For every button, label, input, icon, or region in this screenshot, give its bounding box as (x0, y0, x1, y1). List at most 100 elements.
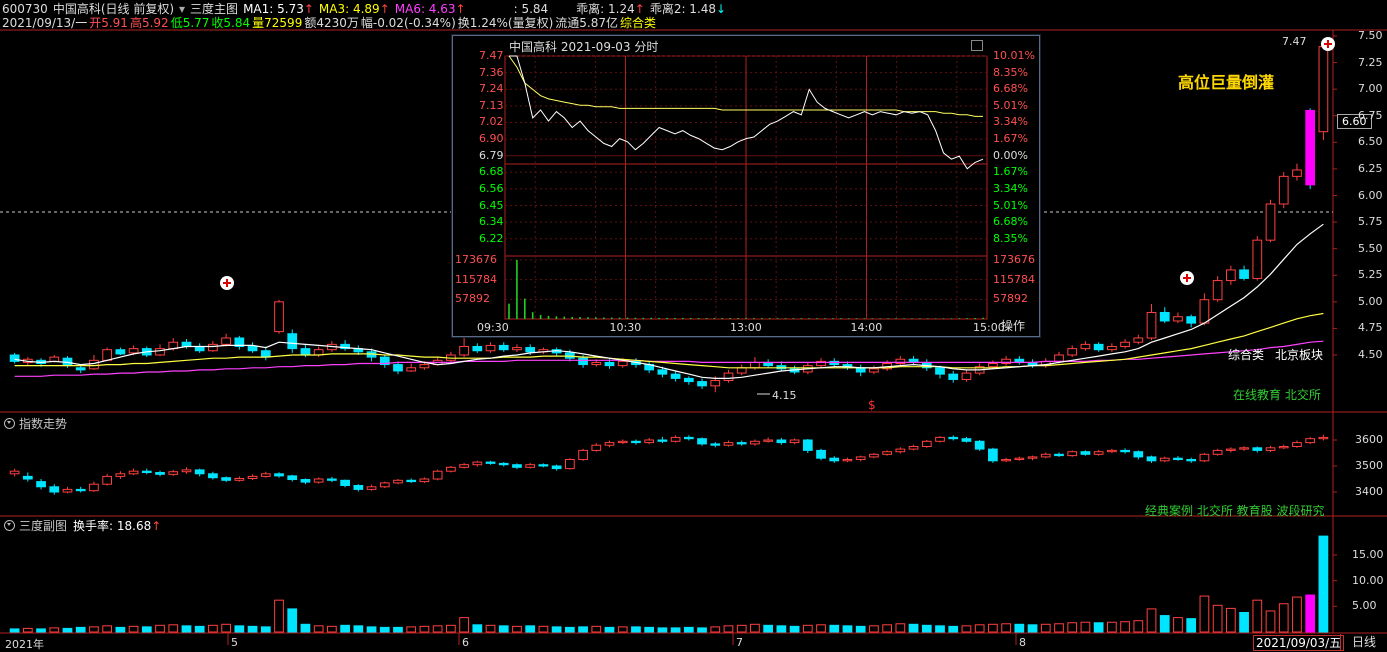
candle-body (895, 358, 906, 365)
turnover-bar (657, 627, 668, 633)
index-candle-body (591, 444, 602, 451)
index-candle-body (551, 465, 562, 470)
turnover-bar (194, 625, 205, 633)
ma3-arrow-icon: ↑ (379, 2, 390, 16)
turnover-bar (1199, 595, 1210, 633)
index-candle-body (1186, 459, 1197, 462)
header-line-1: 600730 中国高科(日线 前复权) ▾ 三度主图 MA1: 5.73↑ MA3: 4.… (2, 2, 731, 16)
main-y-label: 6.50 (1358, 135, 1383, 149)
turnover-bar (670, 627, 681, 633)
index-panel-title[interactable]: 指数走势 (4, 415, 67, 432)
popup-volume-label: 57892 (455, 292, 490, 306)
panel-menu-icon[interactable] (4, 520, 15, 531)
buy-marker-icon[interactable] (1321, 37, 1335, 51)
intraday-popup[interactable]: 中国高科 2021-09-03 分时 7.47 10.01% 7.36 8.35% 7.… (452, 35, 1040, 337)
candle-body (1225, 269, 1236, 282)
popup-price-label: 6.90 (479, 132, 504, 146)
index-candle-body (485, 461, 496, 464)
candle-body (287, 333, 298, 350)
index-candle-body (1159, 457, 1170, 462)
main-y-label: 6.75 (1358, 108, 1383, 122)
index-candle-body (1001, 459, 1011, 462)
turnover-bar (1239, 611, 1249, 633)
turnover-bar (260, 626, 271, 633)
popup-price-label: 7.47 (479, 49, 504, 62)
candle-body (274, 301, 284, 333)
index-candle-body (340, 479, 350, 486)
popup-restore-icon[interactable] (971, 40, 983, 51)
turnover-bar (1186, 618, 1197, 633)
index-candle-body (393, 479, 403, 484)
quote-volume: 量72599 (252, 16, 303, 30)
candle-body (9, 354, 20, 362)
turnover-bar (36, 628, 46, 633)
turnover-bar (1027, 624, 1038, 633)
popup-action-button[interactable]: 操作 (1000, 319, 1025, 333)
main-panel-tags: 在线教育 北交所 (1233, 388, 1321, 402)
turnover-bar (498, 625, 509, 633)
popup-price-label: 7.24 (479, 82, 504, 96)
turnover-bar (723, 625, 734, 633)
turnover-bar (736, 624, 747, 633)
index-candle-body (1212, 449, 1223, 455)
candle-body (816, 360, 826, 367)
index-candle-body (723, 442, 734, 446)
ma6-label: MA6: 4.63 (394, 2, 456, 16)
candle-body (683, 377, 694, 383)
quote-low: 低5.77 (170, 16, 210, 30)
index-candle-body (115, 473, 126, 477)
index-panel-title-text: 指数走势 (19, 417, 68, 431)
candle-body (617, 360, 628, 367)
period-tab-daily[interactable]: 日线 (1340, 634, 1387, 650)
chart-dropdown-icon[interactable]: ▾ (179, 2, 186, 16)
turnover-bar (1173, 617, 1183, 633)
index-candle-body (512, 464, 522, 468)
buy-marker-icon[interactable] (220, 276, 234, 290)
index-candle-body (789, 439, 800, 444)
turnover-bar (948, 625, 959, 633)
candle-body (670, 373, 681, 379)
candle-body (472, 345, 483, 352)
turnover-bar (538, 625, 549, 633)
quote-category[interactable]: 综合类 (620, 16, 657, 30)
popup-pct-label: 6.68% (993, 215, 1028, 229)
turnover-bar (208, 624, 218, 633)
candle-body (1067, 348, 1078, 356)
popup-pct-label: 0.00% (993, 148, 1028, 162)
popup-pct-label: 10.01% (993, 49, 1035, 62)
popup-price-label: 7.02 (479, 115, 504, 129)
index-candle-body (908, 446, 919, 450)
index-candle-body (353, 485, 364, 490)
turnover-bar (578, 626, 588, 633)
sub-panel-title[interactable]: 三度副图 换手率: 18.68↑ (4, 517, 161, 534)
turnover-bar (1107, 621, 1117, 633)
candle-body (1318, 46, 1329, 133)
turnover-bar (446, 624, 456, 633)
turnover-bar (921, 624, 932, 633)
turnover-bar (1093, 622, 1104, 633)
stock-name: 中国高科 (52, 2, 101, 16)
turnover-bar (287, 608, 298, 633)
candle-body (1093, 343, 1104, 351)
turnover-bar (1225, 607, 1236, 633)
index-candle-body (921, 440, 932, 447)
index-candle-body (1292, 442, 1302, 448)
buy-marker-icon[interactable] (1180, 271, 1194, 285)
index-candle-body (1133, 451, 1144, 458)
turnover-bar (340, 624, 350, 633)
popup-price-label: 6.22 (479, 231, 504, 245)
turnover-bar (855, 625, 866, 633)
chart-label: 三度主图 (190, 2, 239, 16)
index-candle-body (366, 486, 377, 490)
line-tag-board: 北京板块 (1275, 348, 1324, 362)
candle-body (1054, 354, 1064, 362)
panel-menu-icon[interactable] (4, 418, 15, 429)
index-candle-body (525, 464, 536, 468)
index-candle-body (1093, 451, 1104, 455)
quote-high: 高5.92 (129, 16, 169, 30)
candle-body (155, 348, 165, 356)
turnover-bar (234, 625, 245, 633)
ma3-line (14, 312, 1324, 369)
